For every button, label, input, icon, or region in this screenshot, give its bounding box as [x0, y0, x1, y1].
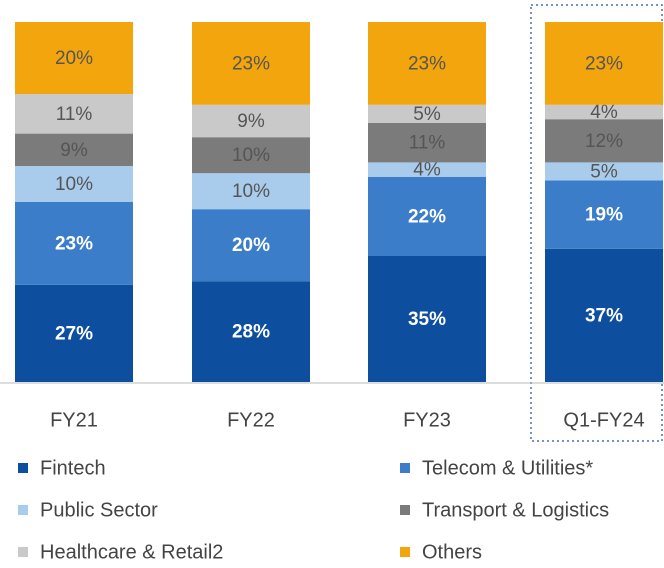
value-label: 4%	[590, 102, 618, 123]
bar-segment	[192, 104, 310, 138]
value-label: 20%	[55, 48, 93, 69]
value-label: 11%	[409, 133, 446, 154]
bar-segment	[368, 256, 486, 382]
value-label: 23%	[55, 233, 93, 254]
value-label: 23%	[585, 53, 623, 74]
x-tick-label: FY23	[403, 409, 451, 431]
value-label: 27%	[55, 323, 93, 344]
bar-segment	[192, 209, 310, 282]
bar-segment	[15, 94, 133, 134]
bar-segment	[545, 119, 663, 163]
bar-segment	[545, 180, 663, 249]
value-label: 11%	[56, 104, 93, 125]
legend-label: Telecom & Utilities*	[422, 457, 593, 479]
value-label: 10%	[55, 174, 93, 195]
legend-swatch	[18, 505, 28, 515]
value-label: 23%	[232, 53, 270, 74]
bar-segment	[15, 166, 133, 202]
bar-segment	[192, 173, 310, 210]
bar-segment	[545, 248, 663, 382]
value-label: 12%	[585, 131, 623, 152]
legend-label: Others	[422, 541, 482, 563]
bar-segment	[192, 22, 310, 105]
legend-swatch	[400, 547, 410, 557]
bar-segment	[545, 104, 663, 120]
bar-segment	[368, 22, 486, 105]
legend-label: Transport & Logistics	[422, 499, 609, 521]
legend-label: Public Sector	[40, 499, 158, 521]
x-tick-label: FY21	[50, 409, 98, 431]
value-label: 9%	[237, 111, 265, 132]
legend-swatch	[400, 463, 410, 473]
bar-segment	[545, 22, 663, 105]
legend-swatch	[18, 463, 28, 473]
value-label: 28%	[232, 322, 270, 343]
bar-segment	[368, 176, 486, 256]
bar-segment	[368, 162, 486, 177]
x-tick-label: FY22	[227, 409, 275, 431]
bar-segment	[368, 104, 486, 123]
bar-segment	[368, 122, 486, 163]
value-label: 35%	[408, 309, 446, 330]
value-label: 23%	[408, 53, 446, 74]
bar-segment	[15, 133, 133, 166]
bar-segment	[15, 284, 133, 382]
legend-swatch	[400, 505, 410, 515]
value-label: 20%	[232, 235, 270, 256]
value-label: 22%	[408, 206, 446, 227]
bar-segment	[545, 162, 663, 181]
highlight-box	[530, 4, 663, 442]
value-label: 9%	[60, 140, 88, 161]
bar-segment	[15, 202, 133, 285]
legend-label: Healthcare & Retail2	[40, 541, 223, 563]
legend-swatch	[18, 547, 28, 557]
value-label: 5%	[590, 161, 618, 182]
value-label: 10%	[232, 181, 270, 202]
value-label: 37%	[585, 305, 623, 326]
value-label: 10%	[232, 145, 270, 166]
bar-segment	[192, 281, 310, 382]
bar-segment	[192, 137, 310, 174]
legend-label: Fintech	[40, 457, 106, 479]
value-label: 5%	[413, 104, 441, 125]
bar-segment	[15, 22, 133, 94]
value-label: 19%	[585, 205, 623, 226]
x-tick-label: Q1-FY24	[563, 409, 644, 431]
value-label: 4%	[413, 160, 441, 181]
